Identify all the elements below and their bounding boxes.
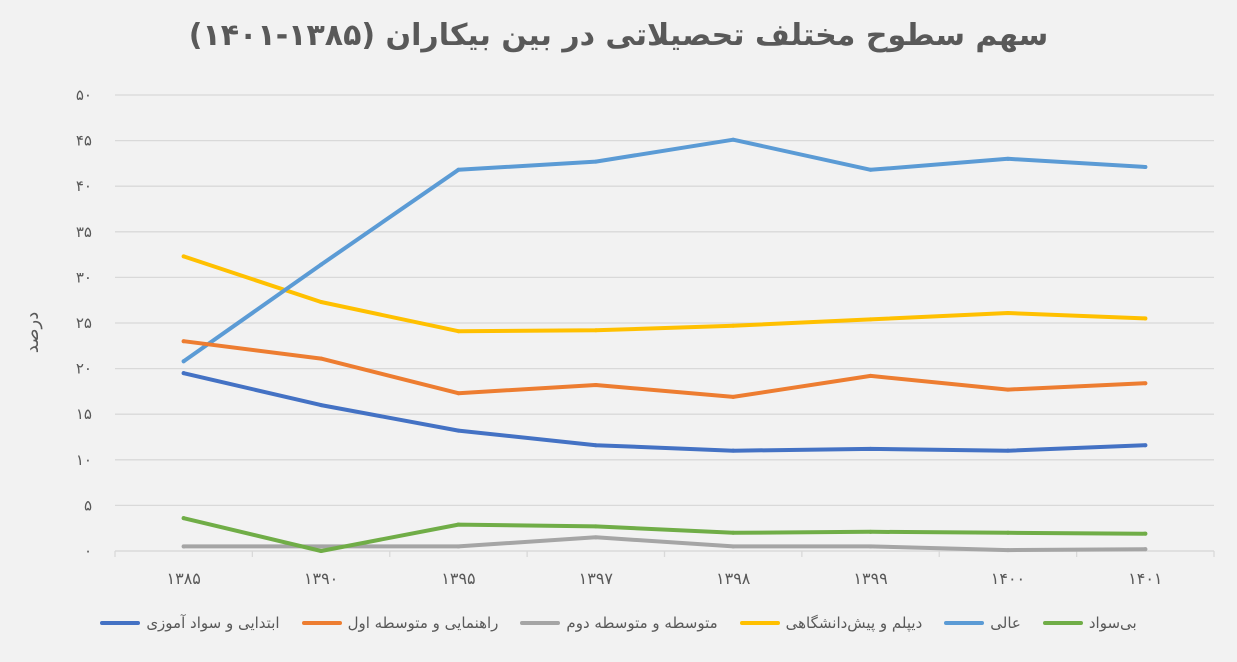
data-point-0-0 [181, 371, 186, 376]
data-point-4-7 [1143, 165, 1148, 170]
y-tick-label: ۳۰ [76, 268, 92, 286]
data-point-4-6 [1005, 156, 1010, 161]
data-point-5-7 [1143, 531, 1148, 536]
data-point-2-7 [1143, 547, 1148, 552]
data-point-5-3 [593, 524, 598, 529]
y-tick-label: ۳۵ [76, 223, 92, 241]
x-tick-label: ۱۳۸۵ [167, 569, 201, 588]
data-point-5-6 [1005, 530, 1010, 535]
y-tick-label: ۱۵ [76, 405, 92, 423]
data-point-1-3 [593, 383, 598, 388]
y-tick-label: ۵ [84, 496, 92, 514]
legend-item: عالی [944, 614, 1021, 632]
series-line-3 [181, 254, 1148, 334]
data-point-0-2 [456, 428, 461, 433]
y-tick-label: ۴۰ [76, 177, 92, 195]
data-point-3-6 [1005, 310, 1010, 315]
legend-item: بی‌سواد [1042, 614, 1137, 632]
legend-swatch [520, 621, 561, 625]
data-point-4-4 [731, 137, 736, 142]
legend-label: ابتدایی و سواد آموزی [146, 614, 280, 632]
data-point-5-4 [731, 530, 736, 535]
data-point-3-1 [319, 300, 324, 305]
data-point-3-7 [1143, 316, 1148, 321]
legend-item: راهنمایی و متوسطه اول [301, 614, 499, 632]
data-point-0-5 [868, 446, 873, 451]
data-point-1-6 [1005, 387, 1010, 392]
data-point-1-2 [456, 391, 461, 396]
data-point-4-1 [319, 262, 324, 267]
data-point-3-2 [456, 329, 461, 334]
chart-title: سهم سطوح مختلف تحصیلاتی در بین بیکاران (… [188, 18, 1049, 53]
data-point-1-0 [181, 339, 186, 344]
data-point-4-2 [456, 167, 461, 172]
data-point-4-0 [181, 359, 186, 364]
legend-label: متوسطه و متوسطه دوم [566, 614, 718, 632]
legend-swatch [739, 621, 780, 625]
x-tick-label: ۱۳۹۵ [441, 569, 475, 588]
data-point-0-6 [1005, 448, 1010, 453]
data-point-2-1 [319, 544, 324, 549]
legend-swatch [301, 621, 342, 625]
data-point-0-4 [731, 448, 736, 453]
data-point-5-5 [868, 529, 873, 534]
series-line-5 [181, 516, 1148, 553]
data-point-4-3 [593, 159, 598, 164]
data-point-1-5 [868, 373, 873, 378]
y-tick-label: ۴۵ [76, 132, 92, 150]
data-point-5-1 [319, 549, 324, 553]
y-tick-label: ۵۰ [76, 86, 92, 104]
series-line-0 [181, 371, 1148, 453]
data-point-0-1 [319, 403, 324, 408]
data-point-1-4 [731, 394, 736, 399]
y-tick-label: ۲۵ [76, 314, 92, 332]
series-line-4 [181, 137, 1148, 364]
legend-swatch [100, 621, 141, 625]
data-point-2-0 [181, 544, 186, 549]
x-tick-label: ۱۴۰۱ [1128, 569, 1162, 588]
x-tick-label: ۱۳۹۹ [853, 569, 887, 588]
data-point-3-4 [731, 323, 736, 328]
legend-label: راهنمایی و متوسطه اول [347, 614, 499, 632]
y-tick-label: ۰ [84, 542, 92, 560]
legend-item: متوسطه و متوسطه دوم [520, 614, 718, 632]
data-point-2-4 [731, 544, 736, 549]
x-tick-label: ۱۳۹۰ [304, 569, 338, 588]
legend-swatch [944, 621, 985, 625]
x-tick-label: ۱۳۹۷ [579, 569, 614, 588]
data-point-4-5 [868, 167, 873, 172]
y-tick-label: ۲۰ [76, 360, 92, 378]
data-point-1-7 [1143, 381, 1148, 386]
data-point-2-3 [593, 535, 598, 540]
data-point-2-5 [868, 544, 873, 549]
series-line-1 [181, 339, 1148, 399]
legend-label: بی‌سواد [1088, 614, 1137, 632]
legend-swatch [1042, 621, 1083, 625]
x-tick-label: ۱۳۹۸ [716, 569, 751, 588]
data-point-2-2 [456, 544, 461, 549]
data-point-3-0 [181, 254, 186, 259]
legend-item: دیپلم و پیش‌دانشگاهی [739, 614, 923, 632]
data-point-5-0 [181, 516, 186, 521]
data-point-1-1 [319, 356, 324, 361]
y-tick-label: ۱۰ [76, 451, 92, 469]
legend-label: دیپلم و پیش‌دانشگاهی [785, 614, 923, 632]
data-point-2-6 [1005, 548, 1010, 553]
data-point-0-7 [1143, 443, 1148, 448]
data-point-3-5 [868, 317, 873, 322]
legend-label: عالی [990, 614, 1021, 632]
data-point-5-2 [456, 522, 461, 527]
data-point-0-3 [593, 443, 598, 448]
legend-item: ابتدایی و سواد آموزی [100, 614, 280, 632]
legend: بی‌سواد عالی دیپلم و پیش‌دانشگاهی متوسطه و … [0, 614, 1237, 632]
data-point-3-3 [593, 328, 598, 333]
x-tick-label: ۱۴۰۰ [991, 569, 1025, 588]
